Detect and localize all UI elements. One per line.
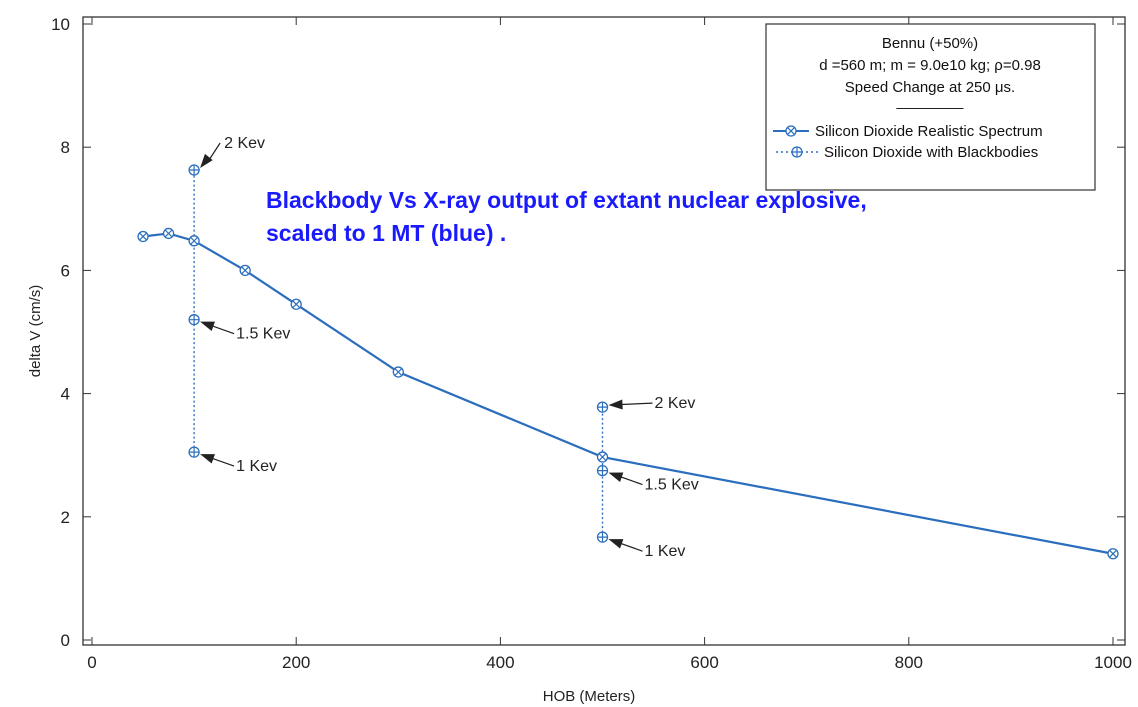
annotation-arrowhead (608, 399, 623, 410)
realistic-point (137, 230, 149, 243)
series-markers (137, 164, 1119, 560)
x-tick-labels: 0 200 400 600 800 1000 (87, 653, 1132, 672)
legend-entry-blackbody: Silicon Dioxide with Blackbodies (824, 144, 1038, 161)
plot-frame (82, 16, 1126, 646)
marker-cross (787, 127, 795, 135)
realistic-point (596, 451, 609, 463)
marker-cross (598, 453, 607, 461)
y-tick-label: 8 (61, 138, 70, 157)
legend-entry-realistic: Silicon Dioxide Realistic Spectrum (815, 123, 1043, 140)
annotation: 2 Kev (200, 135, 265, 168)
y-axis-label: delta V (cm/s) (27, 285, 44, 378)
x-tick-label: 0 (87, 653, 96, 672)
marker-cross (189, 165, 199, 175)
marker-cross (598, 532, 607, 542)
realistic-spectrum-line (142, 232, 1114, 555)
annotation-arrowhead (608, 472, 624, 482)
annotation: 1.5 Kev (608, 472, 699, 494)
annotation-label: 2 Kev (224, 135, 265, 152)
y-tick-label: 10 (51, 15, 70, 34)
annotation-arrowhead (200, 153, 213, 168)
marker-cross (164, 229, 173, 238)
realistic-point (239, 264, 251, 277)
marker-cross (792, 147, 802, 157)
legend-title-line: Speed Change at 250 μs. (845, 79, 1015, 96)
annotation: 2 Kev (608, 395, 696, 412)
marker-cross (189, 447, 199, 457)
annotation-label: 2 Kev (655, 395, 696, 412)
annotation-label: 1 Kev (236, 458, 277, 475)
realistic-point (290, 298, 302, 310)
realistic-point (392, 366, 404, 378)
legend-title-line: Bennu (+50%) (882, 35, 978, 52)
x-axis-label: HOB (Meters) (543, 688, 636, 705)
marker-cross (139, 232, 147, 241)
x-tick-label: 600 (690, 653, 718, 672)
realistic-point (1107, 548, 1119, 560)
marker-cross (189, 315, 199, 325)
annotation-arrowhead (608, 539, 624, 549)
legend-marker (785, 125, 797, 137)
blackbody-point (188, 314, 200, 326)
marker-cross (292, 300, 300, 308)
y-tick-label: 4 (61, 385, 70, 404)
annotation-arrowhead (200, 454, 215, 464)
blackbody-point (596, 401, 609, 413)
annotation-label: 1.5 Kev (645, 477, 699, 494)
legend-box (765, 23, 1096, 191)
annotation-label: 1.5 Kev (236, 326, 290, 343)
annotation-label: 1 Kev (645, 543, 686, 560)
y-tick-label: 0 (61, 631, 70, 650)
x-tick-label: 400 (486, 653, 514, 672)
marker-cross (598, 466, 607, 476)
y-tick-label: 2 (61, 508, 70, 527)
annotation: 1 Kev (608, 539, 686, 560)
legend-title-line: d =560 m; m = 9.0e10 kg; ρ=0.98 (819, 57, 1041, 74)
legend: Bennu (+50%) d =560 m; m = 9.0e10 kg; ρ=… (765, 23, 1096, 191)
blackbody-point (188, 446, 200, 458)
chart-headline: Blackbody Vs X-ray output of extant nucl… (266, 187, 867, 246)
x-tick-label: 200 (282, 653, 310, 672)
x-tick-label: 800 (895, 653, 923, 672)
legend-marker (791, 146, 803, 158)
marker-cross (1109, 550, 1117, 558)
annotation: 1 Kev (200, 454, 277, 475)
realistic-point (188, 235, 200, 247)
annotation-arrowhead (200, 321, 215, 332)
blackbody-point (596, 531, 609, 543)
legend-marker-blackbody (791, 146, 803, 158)
legend-marker-realistic (785, 125, 797, 137)
marker-cross (241, 266, 249, 275)
realistic-point (162, 227, 175, 240)
blackbody-point (596, 464, 609, 477)
x-tick-label: 1000 (1094, 653, 1132, 672)
annotation: 1.5 Kev (200, 321, 290, 343)
energy-annotations: 2 Kev 1.5 Kev 1 Kev 2 Kev 1.5 Kev 1 Kev (200, 135, 699, 560)
legend-title-line: ________ (896, 93, 964, 110)
marker-cross (190, 237, 198, 245)
blackbody-point (188, 164, 200, 176)
y-tick-label: 6 (61, 261, 70, 280)
marker-cross (394, 368, 402, 376)
marker-cross (598, 402, 607, 412)
y-tick-labels: 0 2 4 6 8 10 (51, 15, 70, 650)
